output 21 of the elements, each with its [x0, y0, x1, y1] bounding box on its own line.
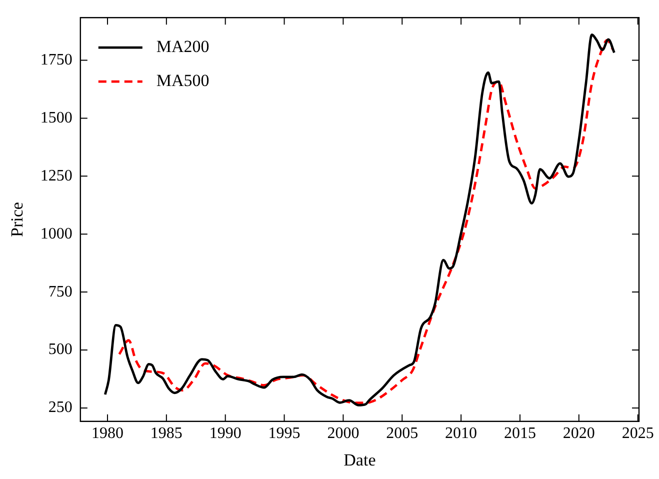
- y-axis-title: Price: [8, 202, 27, 237]
- x-tick-label: 1995: [268, 425, 300, 442]
- x-tick-label: 2005: [386, 425, 418, 442]
- x-tick-label: 2025: [622, 425, 654, 442]
- x-tick-label: 2000: [327, 425, 360, 442]
- y-tick-label: 500: [48, 341, 72, 358]
- x-tick-label: 1990: [209, 425, 242, 442]
- legend-label: MA500: [156, 71, 210, 90]
- legend-label: MA200: [156, 37, 210, 56]
- x-tick-label: 1985: [150, 425, 182, 442]
- x-tick-label: 1980: [92, 425, 124, 442]
- y-tick-label: 1250: [40, 167, 72, 184]
- x-tick-label: 2015: [504, 425, 536, 442]
- y-tick-label: 750: [48, 283, 72, 300]
- y-tick-label: 1000: [40, 225, 72, 242]
- y-tick-label: 1500: [40, 109, 72, 126]
- x-tick-label: 2020: [562, 425, 595, 442]
- y-tick-label: 1750: [40, 51, 72, 68]
- y-tick-label: 250: [48, 399, 72, 416]
- x-tick-label: 2010: [445, 425, 478, 442]
- x-axis-title: Date: [344, 450, 376, 470]
